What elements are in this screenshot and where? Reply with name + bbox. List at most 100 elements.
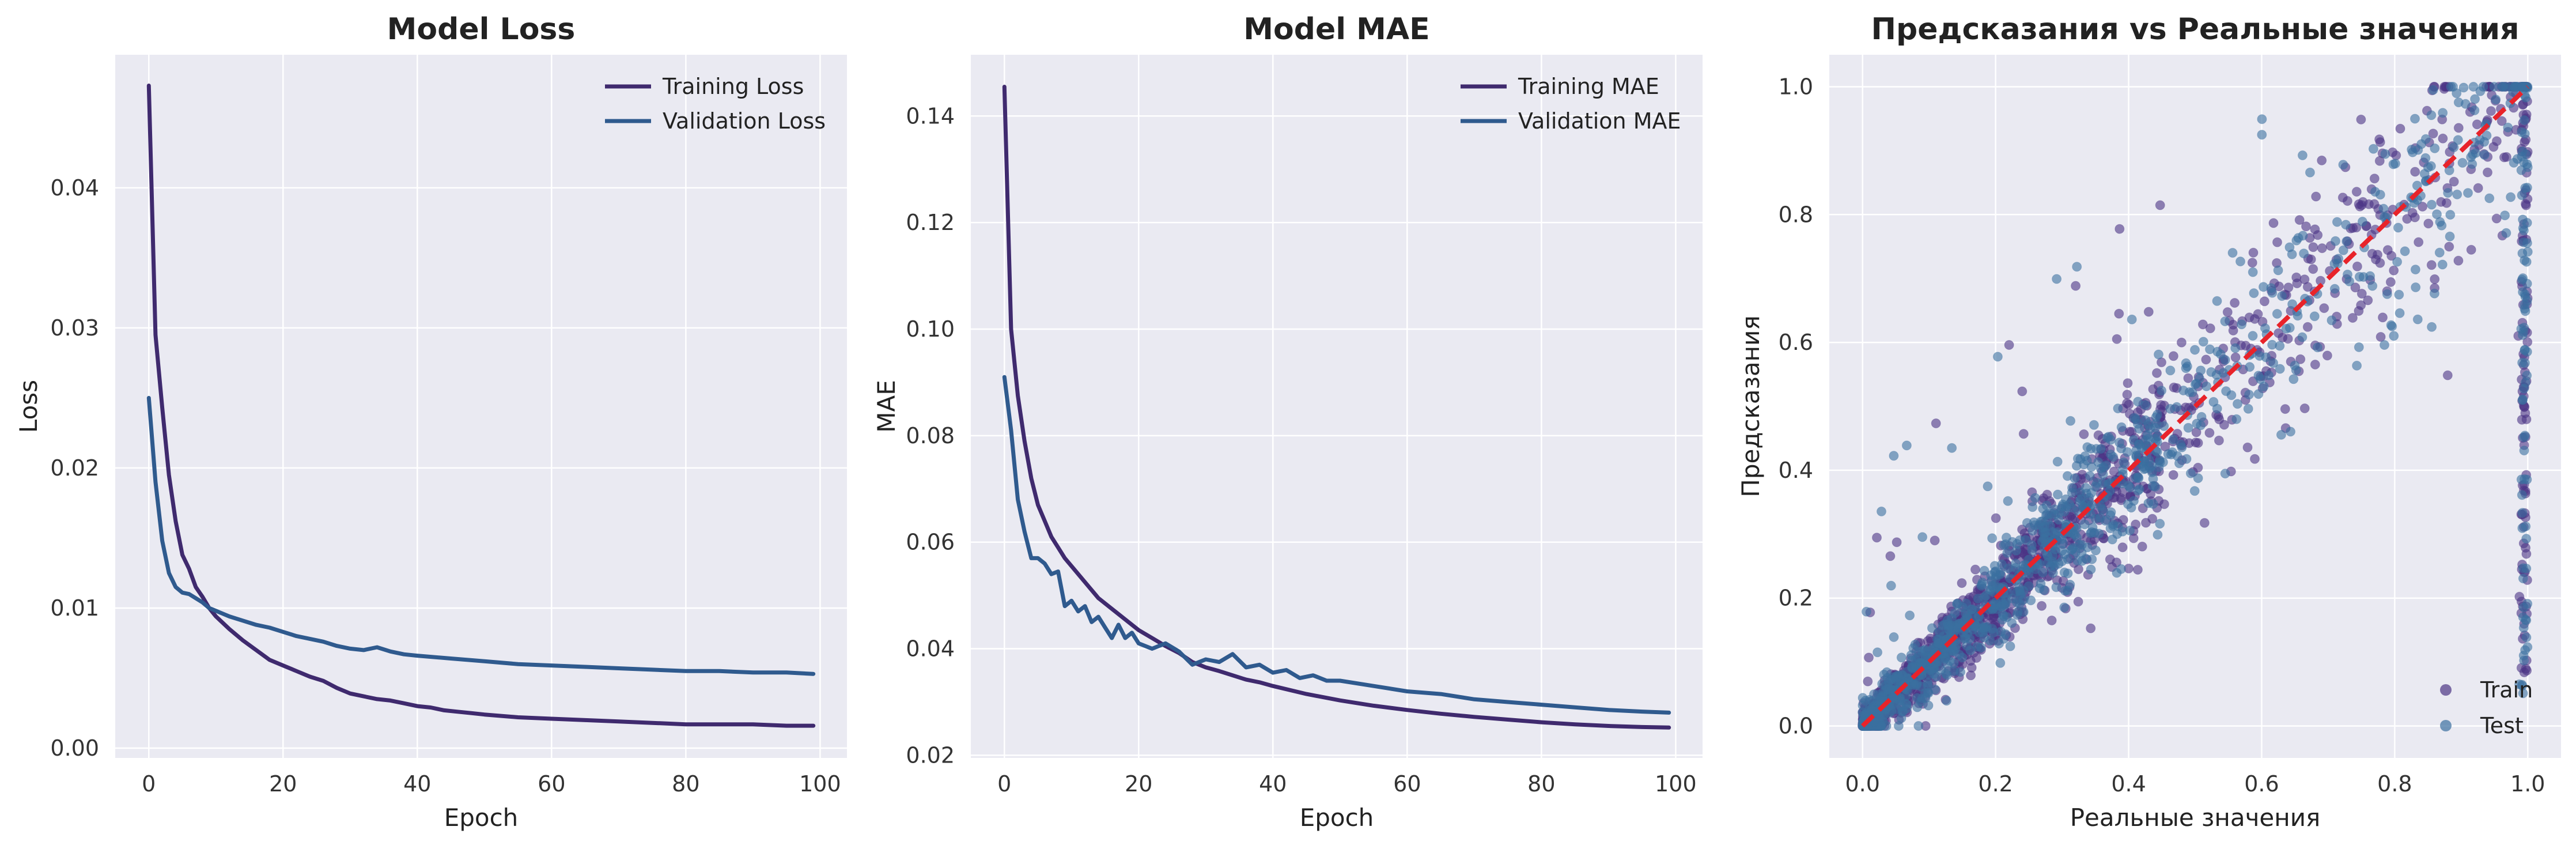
scatter-point-test	[2521, 521, 2531, 531]
scatter-point-test	[2063, 554, 2073, 564]
scatter-point-train	[2514, 591, 2525, 602]
scatter-point-test	[2380, 149, 2390, 159]
scatter-ytick-label: 0.2	[1779, 586, 1813, 611]
scatter-point-test	[2145, 424, 2155, 434]
scatter-point-test	[2273, 265, 2283, 276]
scatter-point-test	[2123, 499, 2133, 510]
scatter-point-test	[2378, 203, 2389, 214]
scatter-point-test	[2089, 420, 2099, 430]
scatter-point-test	[2298, 231, 2308, 241]
mae-ytick-label: 0.10	[906, 316, 955, 342]
scatter-point-test	[2157, 386, 2167, 396]
scatter-point-test	[1976, 643, 1986, 652]
scatter-point-test	[2412, 314, 2423, 324]
scatter-point-test	[2297, 150, 2308, 160]
scatter-point-test	[1927, 623, 1937, 633]
scatter-point-test	[2260, 323, 2270, 333]
scatter-point-train	[2114, 308, 2124, 319]
scatter-point-test	[2516, 165, 2526, 175]
scatter-point-test	[2007, 537, 2018, 547]
scatter-point-test	[2344, 276, 2355, 286]
scatter-point-test	[2000, 598, 2011, 609]
scatter-point-test	[2248, 331, 2258, 341]
scatter-point-test	[2027, 502, 2038, 512]
scatter-point-test	[2305, 167, 2315, 178]
scatter-point-test	[2168, 435, 2178, 444]
scatter-point-test	[2231, 414, 2242, 424]
scatter-point-train	[2302, 322, 2313, 332]
loss-xtick-label: 100	[799, 771, 841, 797]
scatter-point-test	[1969, 621, 1980, 632]
scatter-point-test	[1943, 621, 1954, 631]
mae-xtick-label: 40	[1259, 771, 1287, 797]
mae-legend-label-1: Validation MAE	[1518, 108, 1681, 134]
scatter-point-test	[2518, 394, 2528, 405]
scatter-point-test	[2352, 360, 2362, 371]
scatter-point-test	[1913, 721, 1924, 731]
scatter-point-train	[2214, 414, 2225, 425]
scatter-point-train	[1864, 652, 1874, 663]
scatter-point-train	[2230, 298, 2240, 308]
scatter-point-train	[2356, 289, 2367, 299]
scatter-point-train	[2423, 218, 2434, 229]
scatter-point-train	[2147, 514, 2158, 524]
scatter-point-train	[2389, 265, 2399, 276]
scatter-point-test	[2139, 464, 2150, 474]
scatter-point-train	[2375, 332, 2386, 342]
scatter-point-train	[2483, 167, 2492, 178]
mae-legend: Training MAE Validation MAE	[1461, 74, 1681, 134]
scatter-point-test	[2491, 95, 2501, 105]
scatter-point-test	[2463, 188, 2473, 198]
scatter-point-train	[2521, 542, 2530, 553]
scatter-point-train	[2453, 123, 2464, 133]
scatter-point-test	[2227, 248, 2238, 258]
scatter-point-test	[2380, 340, 2389, 350]
scatter-point-test	[2427, 322, 2437, 332]
scatter-point-test	[2382, 289, 2392, 299]
scatter-point-train	[2241, 341, 2251, 351]
scatter-point-test	[2521, 534, 2532, 544]
scatter-reference-line	[1860, 85, 2530, 728]
scatter-point-test	[2027, 526, 2038, 536]
scatter-point-test	[2198, 337, 2208, 347]
scatter-point-test	[2341, 220, 2351, 230]
scatter-point-train	[2486, 106, 2496, 116]
scatter-point-train	[2152, 368, 2162, 378]
scatter-point-test	[2220, 355, 2230, 365]
scatter-legend-marker-1	[2440, 720, 2452, 731]
scatter-point-test	[2521, 92, 2531, 103]
mae-ylabel: MAE	[872, 380, 901, 433]
scatter-point-test	[2506, 192, 2516, 202]
scatter-ylabel: Предсказания	[1737, 315, 1765, 497]
scatter-xtick-label: 0.0	[1845, 771, 1880, 797]
scatter-point-test	[2003, 496, 2013, 506]
scatter-point-train	[2395, 123, 2405, 134]
scatter-point-train	[2441, 198, 2452, 208]
scatter-point-test	[2022, 518, 2032, 528]
scatter-point-train	[2197, 319, 2208, 330]
scatter-point-train	[2386, 251, 2397, 261]
scatter-point-test	[2076, 494, 2086, 504]
loss-series-1	[146, 395, 816, 676]
scatter-point-test	[2519, 446, 2529, 456]
scatter-point-test	[2038, 504, 2048, 514]
scatter-point-test	[2059, 602, 2070, 613]
scatter-point-train	[2168, 351, 2178, 361]
scatter-point-train	[2159, 499, 2169, 510]
scatter-point-test	[2187, 387, 2197, 398]
scatter-point-test	[2095, 444, 2106, 454]
scatter-point-test	[2286, 427, 2295, 437]
scatter-point-train	[1966, 670, 1976, 681]
scatter-point-test	[2257, 130, 2267, 140]
scatter-panel: 0.0 0.2 0.4 0.6 0.8 1.0 0.0 0.2 0.4 0.6 0.8 1.0 Пр…	[1737, 12, 2561, 832]
scatter-point-train	[2292, 278, 2302, 289]
scatter-point-test	[2005, 641, 2015, 651]
scatter-point-test	[2117, 465, 2128, 475]
scatter-point-test	[2503, 122, 2513, 133]
scatter-point-test	[2420, 153, 2431, 163]
scatter-point-train	[2137, 541, 2147, 552]
loss-ytick-label: 0.03	[50, 315, 99, 341]
scatter-point-train	[2249, 314, 2260, 324]
scatter-point-train	[2176, 337, 2187, 348]
scatter-point-test	[1979, 622, 1989, 633]
